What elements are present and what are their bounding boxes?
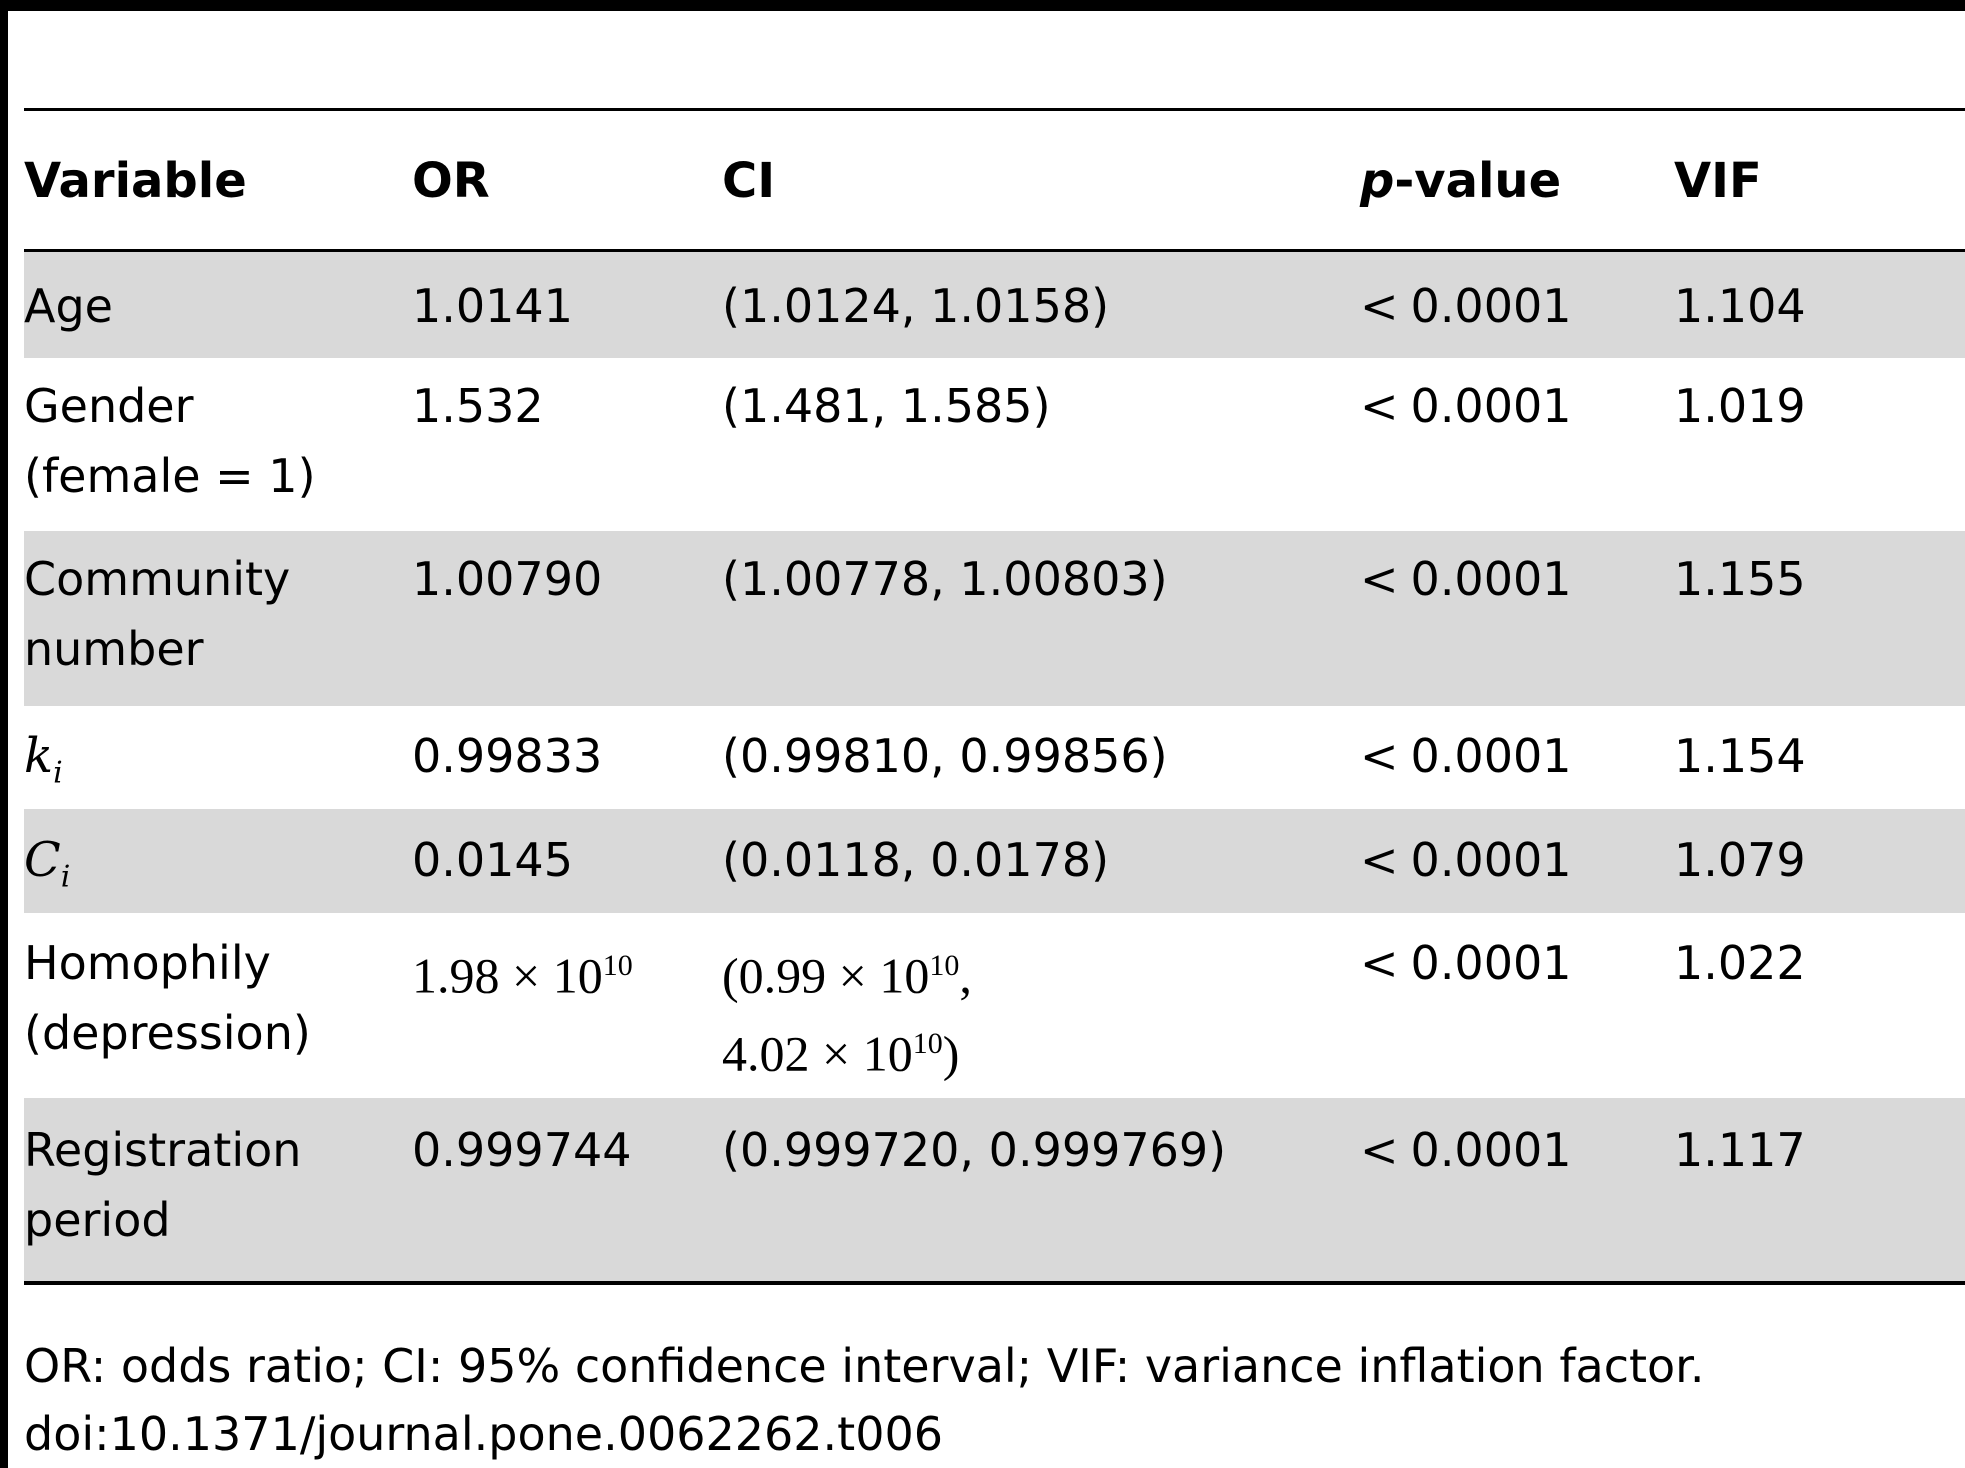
cell-ci: (0.0118, 0.0178) — [722, 833, 1110, 887]
cell-vif: 1.117 — [1674, 1123, 1806, 1177]
cell-p-value: <0.0001 — [1360, 279, 1572, 333]
header-variable: Variable — [24, 153, 247, 209]
table-row: Community number 1.00790 (1.00778, 1.008… — [24, 531, 1965, 706]
table-row: Ci 0.0145 (0.0118, 0.0178) <0.0001 1.079 — [24, 809, 1965, 913]
cell-vif: 1.079 — [1674, 833, 1806, 887]
cell-p-value: <0.0001 — [1360, 729, 1572, 783]
table-row: Homophily (depression) 1.98 × 1010 (0.99… — [24, 913, 1965, 1098]
cell-variable-symbol: ki — [24, 728, 63, 791]
table-header-row: Variable OR CI p-value VIF — [24, 147, 1965, 215]
cell-vif: 1.104 — [1674, 279, 1806, 333]
cell-variable-line2: (depression) — [24, 1006, 311, 1060]
cell-ci-line2: 4.02 × 1010) — [722, 1025, 960, 1082]
cell-ci: (1.481, 1.585) — [722, 379, 1051, 433]
cell-variable-line2: number — [24, 622, 204, 676]
cell-vif: 1.154 — [1674, 729, 1806, 783]
cell-or: 1.0141 — [412, 279, 573, 333]
header-or: OR — [412, 153, 490, 209]
cell-ci: (0.99810, 0.99856) — [722, 729, 1168, 783]
cell-variable-symbol: Ci — [24, 832, 71, 895]
cell-or: 0.99833 — [412, 729, 603, 783]
cell-variable: Age — [24, 279, 113, 333]
table-row: ki 0.99833 (0.99810, 0.99856) <0.0001 1.… — [24, 706, 1965, 809]
cell-p-value: <0.0001 — [1360, 552, 1572, 606]
header-vif: VIF — [1674, 153, 1762, 209]
cell-p-value: <0.0001 — [1360, 936, 1572, 990]
table-doi: doi:10.1371/journal.pone.0062262.t006 — [24, 1407, 944, 1461]
header-bottom-rule — [24, 249, 1965, 252]
cell-or: 1.532 — [412, 379, 544, 433]
cell-vif: 1.155 — [1674, 552, 1806, 606]
cell-ci: (0.99 × 1010, — [722, 947, 972, 1004]
cell-variable-line2: period — [24, 1193, 171, 1247]
cell-p-value: <0.0001 — [1360, 833, 1572, 887]
left-border-rule — [0, 0, 8, 1468]
table-bottom-rule — [24, 1281, 1965, 1285]
table-row: Registration period 0.999744 (0.999720, … — [24, 1098, 1965, 1281]
table-footnote: OR: odds ratio; CI: 95% confidence inter… — [24, 1339, 1705, 1393]
cell-or: 1.98 × 1010 — [412, 947, 633, 1004]
cell-or: 0.0145 — [412, 833, 573, 887]
cell-or: 1.00790 — [412, 552, 603, 606]
cell-variable: Gender — [24, 379, 194, 433]
cell-p-value: <0.0001 — [1360, 1123, 1572, 1177]
cell-p-value: <0.0001 — [1360, 379, 1572, 433]
table-top-rule — [24, 108, 1965, 111]
header-ci: CI — [722, 153, 776, 209]
cell-ci: (0.999720, 0.999769) — [722, 1123, 1227, 1177]
cell-variable-line2: (female = 1) — [24, 449, 316, 503]
cell-ci: (1.00778, 1.00803) — [722, 552, 1168, 606]
cell-vif: 1.022 — [1674, 936, 1806, 990]
cell-variable: Homophily — [24, 936, 271, 990]
header-p-value: p-value — [1360, 153, 1562, 209]
top-border-rule — [0, 0, 1965, 11]
cell-vif: 1.019 — [1674, 379, 1806, 433]
table-row: Age 1.0141 (1.0124, 1.0158) <0.0001 1.10… — [24, 252, 1965, 358]
cell-ci: (1.0124, 1.0158) — [722, 279, 1110, 333]
cell-variable: Registration — [24, 1123, 302, 1177]
cell-or: 0.999744 — [412, 1123, 632, 1177]
table-row: Gender (female = 1) 1.532 (1.481, 1.585)… — [24, 358, 1965, 531]
cell-variable: Community — [24, 552, 291, 606]
